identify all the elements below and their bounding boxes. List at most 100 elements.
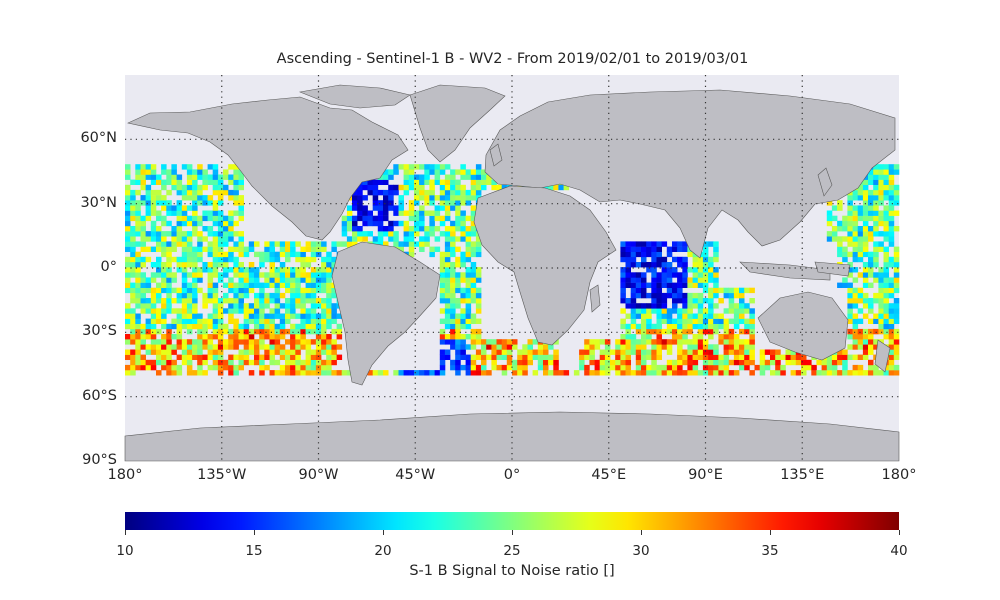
snr-cell xyxy=(604,364,611,371)
snr-cell xyxy=(444,210,451,216)
snr-cell xyxy=(697,303,704,309)
snr-cell xyxy=(326,262,332,268)
snr-cell xyxy=(156,370,162,376)
snr-cell xyxy=(408,246,415,252)
snr-cell xyxy=(326,298,332,304)
snr-cell xyxy=(465,272,472,278)
snr-cell xyxy=(388,205,394,211)
snr-cell xyxy=(419,195,425,201)
lon-tick-label: 45°E xyxy=(591,467,627,483)
snr-cell xyxy=(161,323,167,330)
snr-cell xyxy=(893,169,900,175)
snr-cell xyxy=(625,359,631,366)
snr-cell xyxy=(635,344,642,350)
snr-cell xyxy=(857,344,864,350)
snr-cell xyxy=(883,226,889,232)
snr-cell xyxy=(883,236,889,242)
snr-cell xyxy=(873,226,879,232)
snr-cell xyxy=(656,370,662,376)
snr-cell xyxy=(733,370,740,376)
snr-cell xyxy=(331,328,337,335)
snr-cell xyxy=(847,313,853,319)
snr-cell xyxy=(630,334,637,340)
snr-cell xyxy=(197,349,203,355)
snr-cell xyxy=(878,323,884,330)
snr-cell xyxy=(212,231,219,237)
snr-cell xyxy=(424,164,430,170)
snr-cell xyxy=(197,354,203,360)
uk-land xyxy=(489,143,503,167)
snr-cell xyxy=(125,313,131,319)
snr-cell xyxy=(842,364,848,371)
snr-cell xyxy=(692,354,699,360)
snr-cell xyxy=(651,359,657,366)
snr-cell xyxy=(713,277,719,283)
snr-cell xyxy=(186,323,193,330)
snr-cell xyxy=(883,292,889,299)
snr-cell xyxy=(625,241,631,247)
snr-cell xyxy=(228,339,234,345)
snr-cell xyxy=(202,339,208,345)
snr-cell xyxy=(723,344,730,350)
snr-cell xyxy=(831,370,838,376)
snr-cell xyxy=(331,359,337,366)
snr-cell xyxy=(217,220,224,227)
snr-cell xyxy=(677,318,683,324)
snr-cell xyxy=(868,298,874,304)
snr-cell xyxy=(893,189,900,196)
new-guinea-land xyxy=(814,261,851,277)
snr-cell xyxy=(512,339,518,345)
snr-cell xyxy=(429,210,435,216)
snr-cell xyxy=(279,282,286,288)
snr-cell xyxy=(264,277,270,283)
snr-cell xyxy=(439,370,446,376)
snr-cell xyxy=(857,246,864,252)
snr-cell xyxy=(837,205,843,211)
snr-cell xyxy=(878,210,884,216)
snr-cell xyxy=(217,298,224,304)
snr-cell xyxy=(424,236,430,242)
snr-cell xyxy=(661,364,668,371)
snr-cell xyxy=(357,236,363,242)
colorbar-tick-mark xyxy=(770,530,771,535)
snr-cell xyxy=(878,370,884,376)
snr-cell xyxy=(677,287,683,294)
snr-cell xyxy=(749,339,755,345)
snr-cell xyxy=(501,354,508,360)
snr-cell xyxy=(439,308,446,314)
snr-cell xyxy=(295,251,301,258)
snr-cell xyxy=(718,359,724,366)
snr-cell xyxy=(166,210,172,216)
snr-cell xyxy=(181,287,188,294)
snr-cell xyxy=(460,292,466,299)
snr-cell xyxy=(393,370,399,376)
snr-cell xyxy=(300,339,306,345)
snr-cell xyxy=(868,267,874,273)
snr-cell xyxy=(444,308,451,314)
snr-cell xyxy=(826,220,833,227)
snr-cell xyxy=(672,328,678,335)
snr-cell xyxy=(150,277,157,283)
snr-cell xyxy=(212,303,219,309)
snr-cell xyxy=(238,262,244,268)
snr-cell xyxy=(491,364,497,371)
snr-cell xyxy=(666,328,673,335)
snr-cell xyxy=(192,205,198,211)
snr-cell xyxy=(130,210,136,216)
snr-cell xyxy=(408,184,415,191)
snr-cell xyxy=(377,205,384,211)
snr-cell xyxy=(310,287,317,294)
snr-cell xyxy=(217,189,224,196)
snr-cell xyxy=(197,200,203,206)
snr-cell xyxy=(868,226,874,232)
snr-cell xyxy=(233,262,239,268)
snr-cell xyxy=(383,200,389,206)
snr-cell xyxy=(677,370,683,376)
snr-cell xyxy=(388,220,394,227)
snr-cell xyxy=(878,189,884,196)
snr-cell xyxy=(759,364,766,371)
snr-cell xyxy=(248,287,255,294)
snr-cell xyxy=(125,370,131,376)
snr-cell xyxy=(620,292,626,299)
snr-cell xyxy=(553,370,559,376)
